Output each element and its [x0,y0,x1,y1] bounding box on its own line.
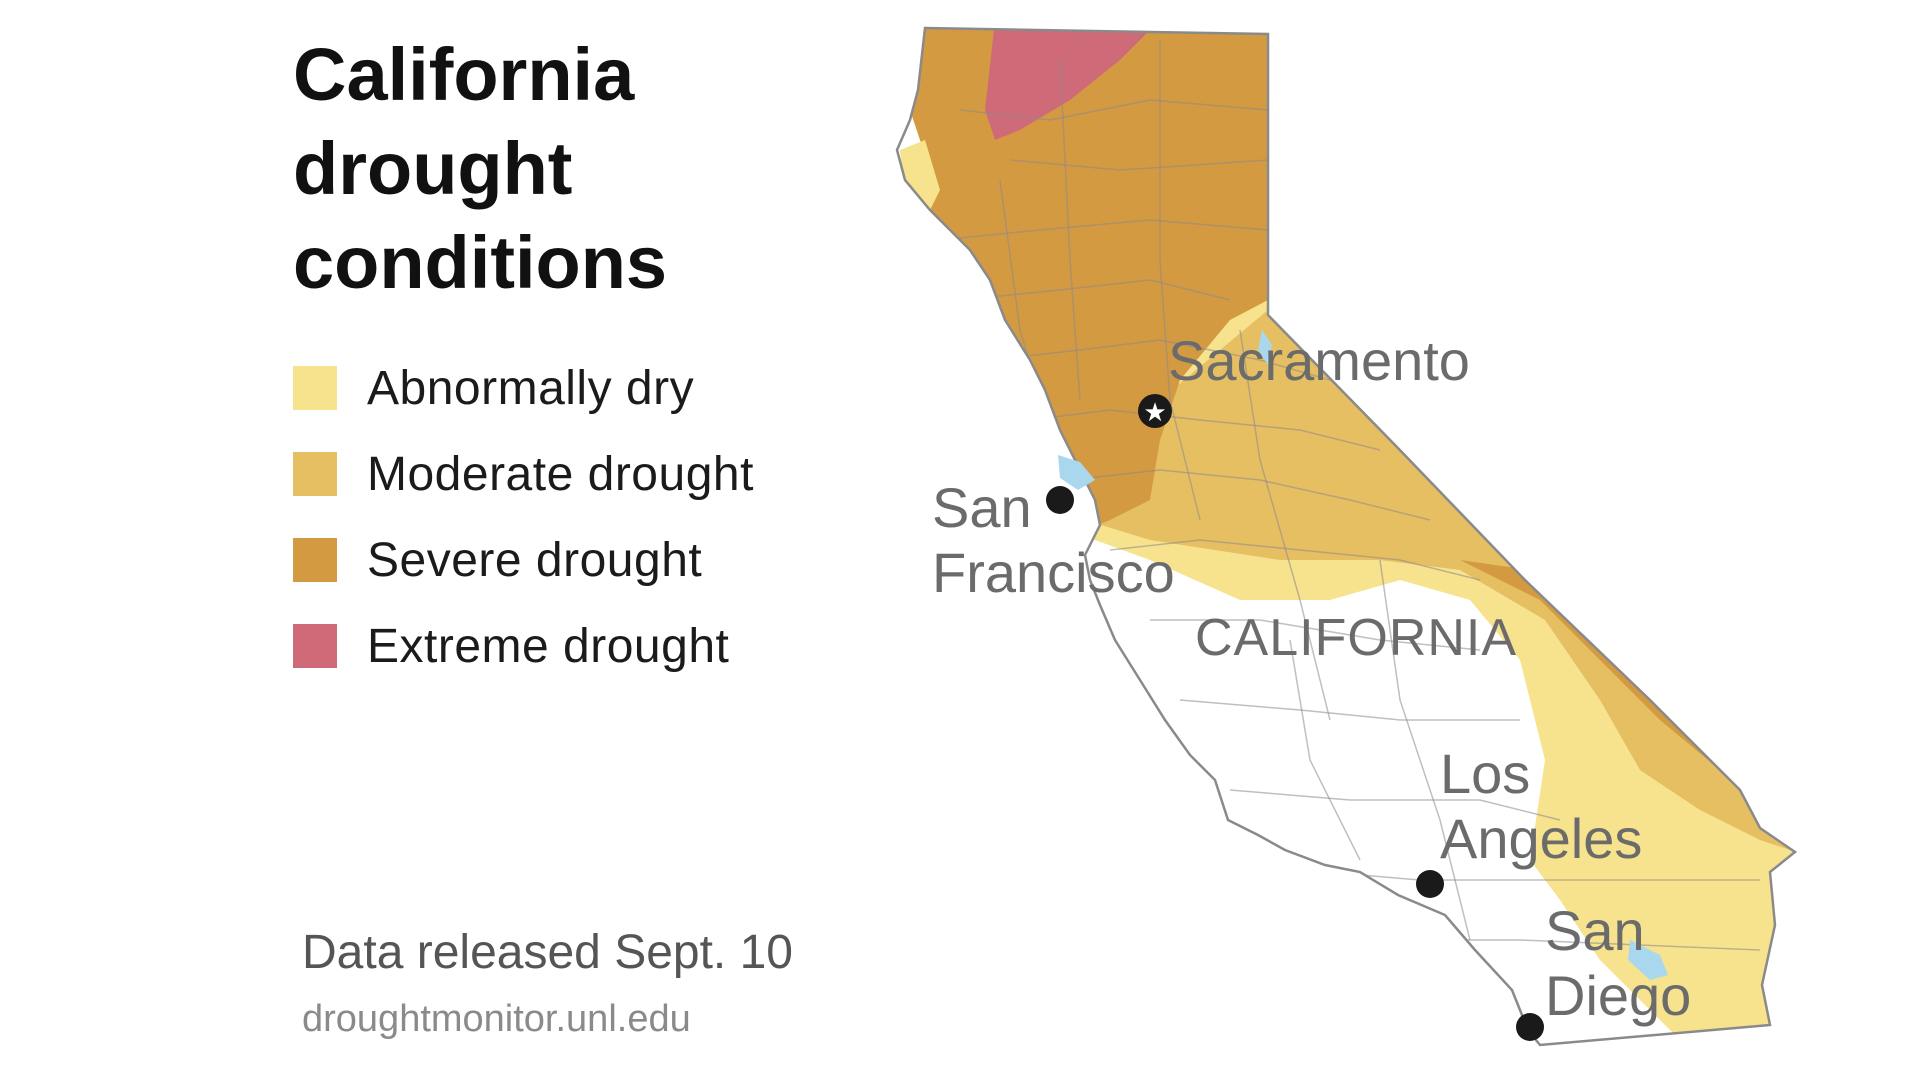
legend-swatch [293,538,337,582]
san-diego-label-line2: Diego [1545,964,1691,1027]
title-line: conditions [293,221,668,304]
legend-label: Moderate drought [367,447,754,501]
state-label: CALIFORNIA [1195,609,1517,667]
california-outline [895,26,1798,1047]
legend: Abnormally dry Moderate drought Severe d… [293,345,754,689]
san-francisco-dot [1046,486,1074,514]
county-borders [939,40,1761,951]
san-francisco-bay [1058,455,1095,490]
san-diego-label-line1: San [1545,899,1645,962]
map-title: California drought conditions [293,28,667,310]
legend-label: Extreme drought [367,619,730,673]
star-icon: ★ [1143,398,1166,428]
sacramento-label: Sacramento [1168,329,1470,392]
data-release-date: Data released Sept. 10 [302,926,793,979]
san-francisco-label-line2: Francisco [932,541,1175,604]
san-francisco-label-line1: San [932,476,1032,539]
lake-tahoe [1258,330,1272,365]
legend-item-abnormally-dry: Abnormally dry [293,345,754,431]
title-line: drought [293,127,573,210]
legend-item-moderate-drought: Moderate drought [293,431,754,517]
legend-label: Severe drought [367,533,703,587]
sacramento-marker: ★ [1138,394,1172,428]
legend-swatch [293,452,337,496]
legend-label: Abnormally dry [367,361,695,415]
capital-marker [1138,394,1172,428]
title-line: California [293,33,635,116]
los-angeles-label-line1: Los [1440,742,1530,805]
los-angeles-dot [1416,870,1444,898]
extreme-drought-zone [985,28,1160,140]
data-source: droughtmonitor.unl.edu [302,998,691,1040]
salton-sea [1628,940,1668,980]
legend-item-extreme-drought: Extreme drought [293,603,754,689]
legend-swatch [293,624,337,668]
legend-swatch [293,366,337,410]
los-angeles-label-line2: Angeles [1440,807,1642,870]
legend-item-severe-drought: Severe drought [293,517,754,603]
san-diego-dot [1516,1013,1544,1041]
